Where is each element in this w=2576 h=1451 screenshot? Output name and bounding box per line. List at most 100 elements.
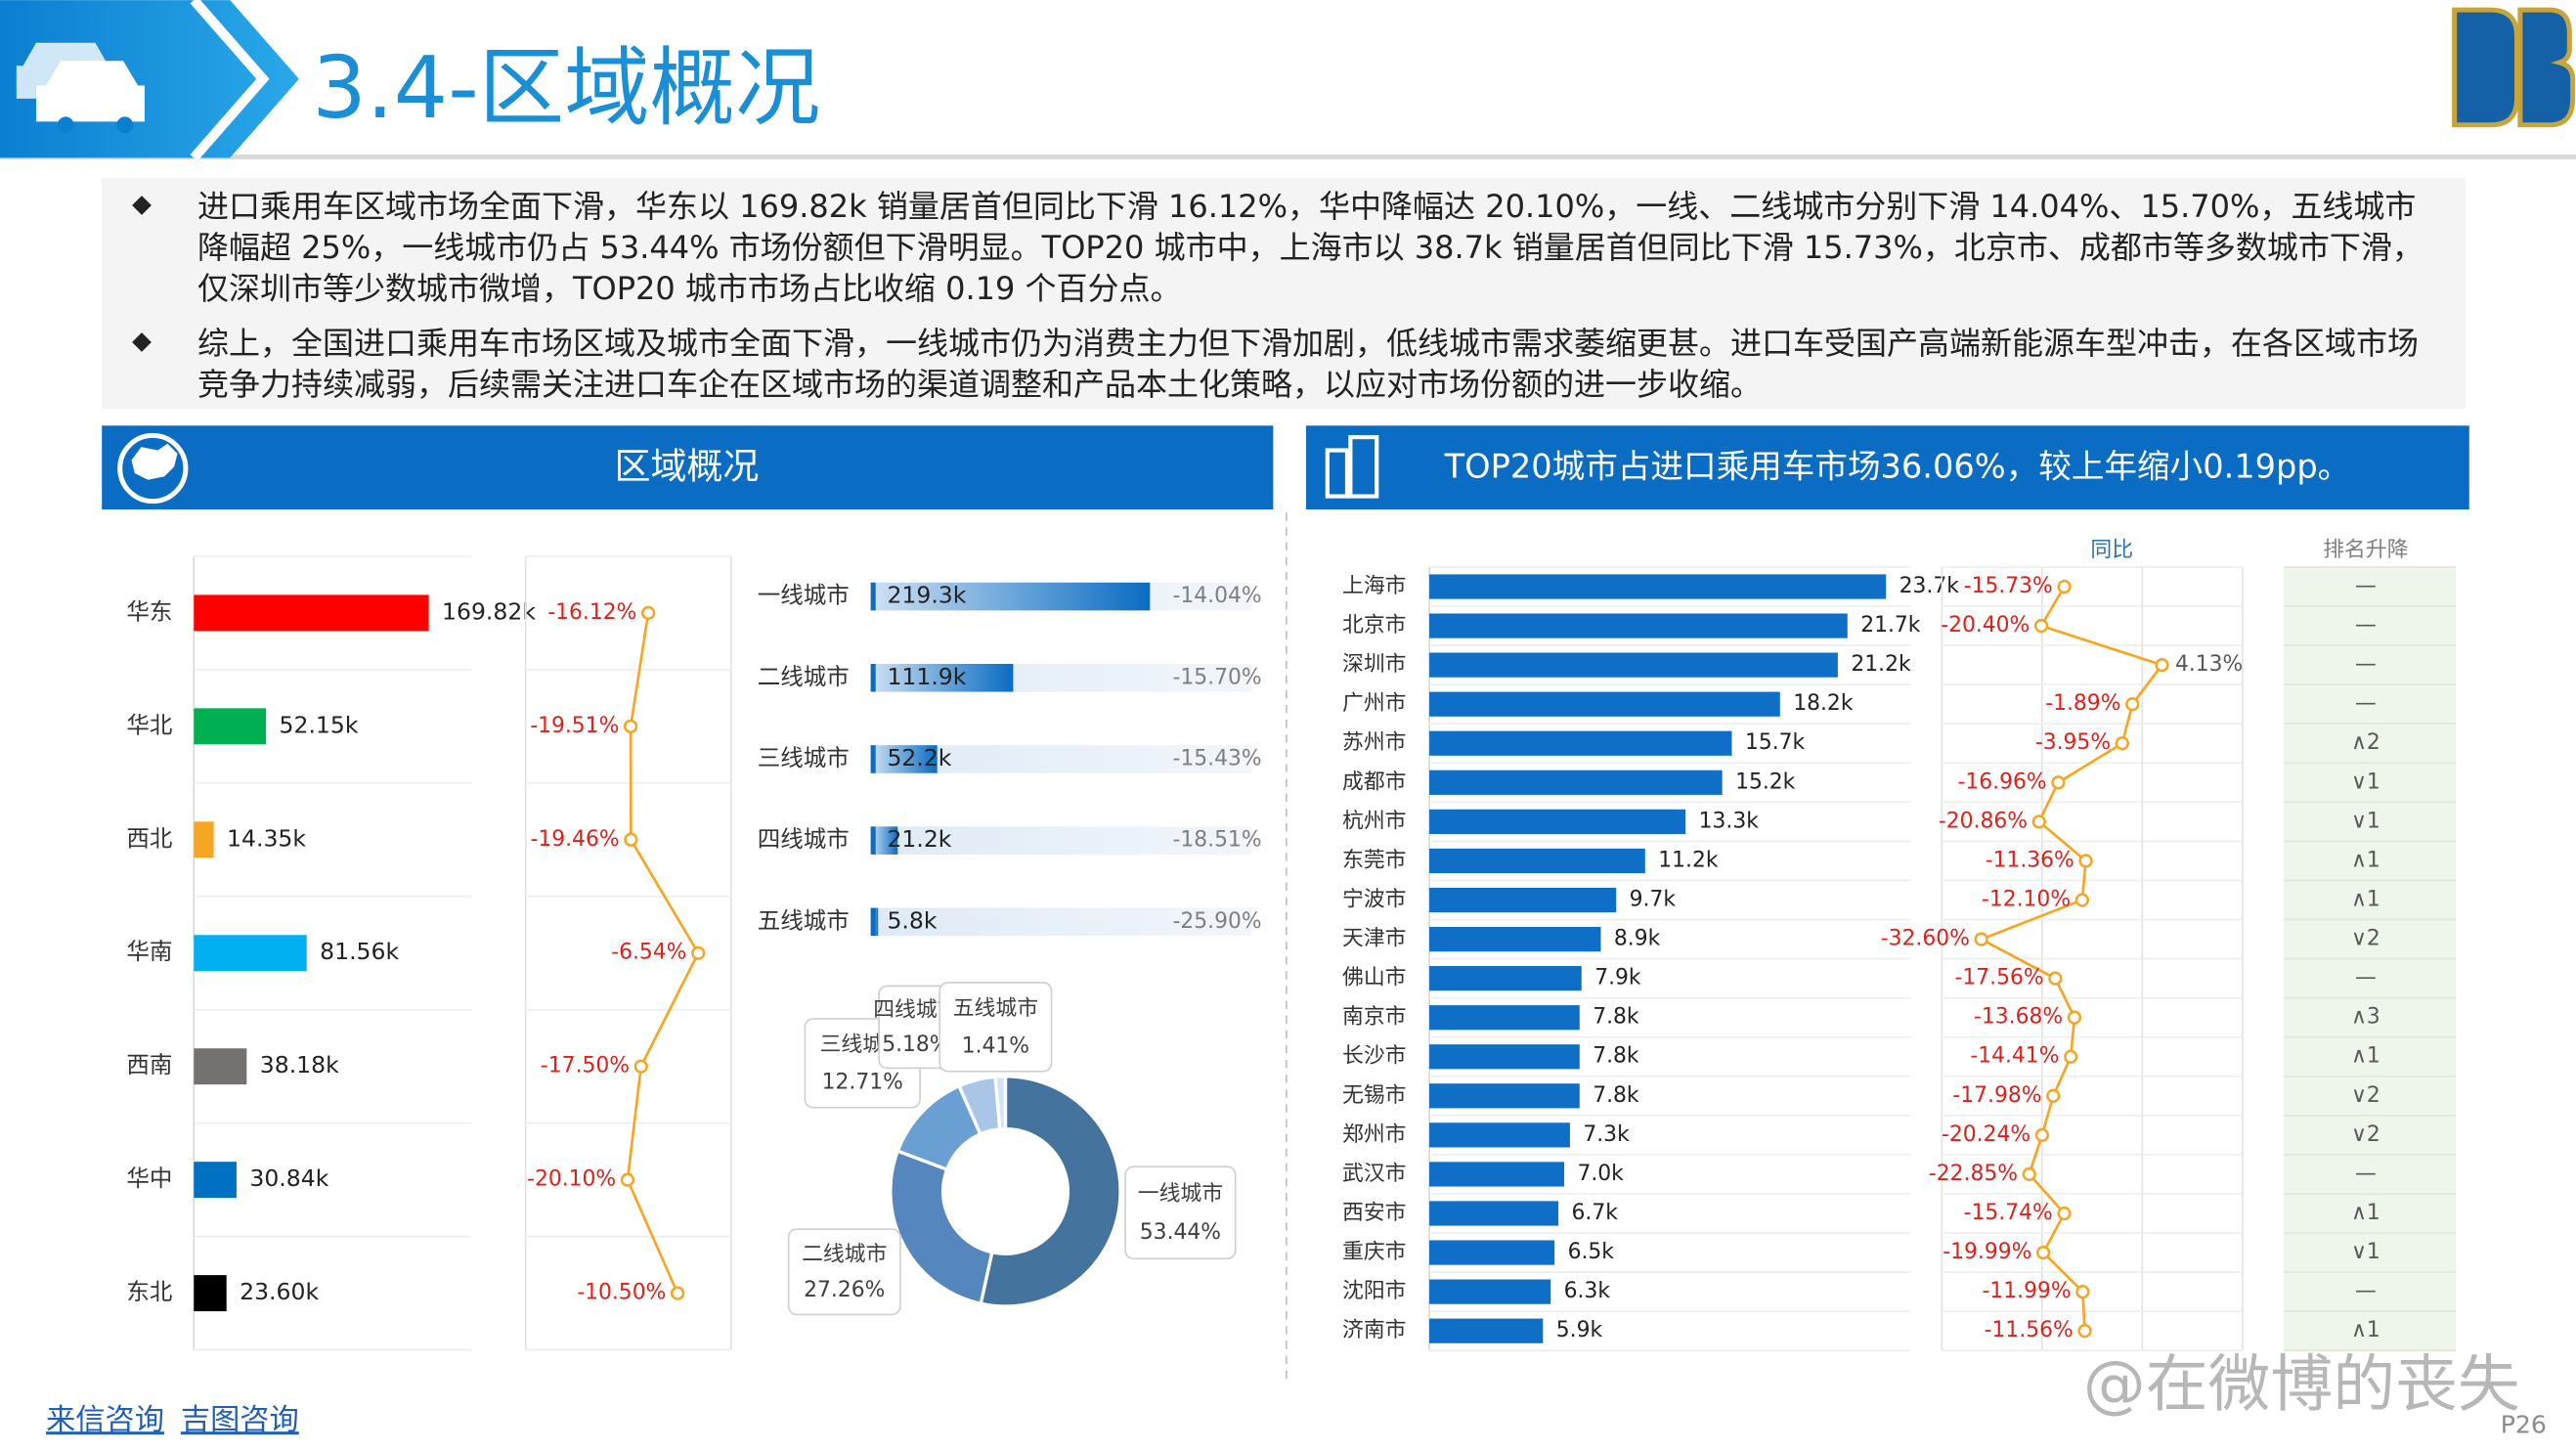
bar <box>194 1162 237 1199</box>
right-panel-header <box>1305 425 2469 510</box>
value-label: 6.5k <box>1568 1240 1615 1264</box>
value-label: -19.99% <box>1943 1240 2031 1264</box>
value-label: -11.99% <box>1983 1279 2072 1303</box>
point <box>2035 1245 2051 1260</box>
category-label: 东莞市 <box>1342 848 1407 872</box>
donut-slice <box>889 1149 994 1306</box>
value-label: 30.84k <box>249 1165 328 1192</box>
bar <box>1429 691 1780 717</box>
bar <box>1429 1240 1555 1265</box>
right-panel-title: TOP20城市占进口乘用车市场36.06%，较上年缩小0.19pp。 <box>1444 448 2351 486</box>
category-label: 四线城市 <box>758 825 850 853</box>
column-title: 同比 <box>2090 538 2133 562</box>
value-label: -11.36% <box>1986 848 2074 872</box>
bar-track <box>870 907 1252 937</box>
page-title: 3.4-区域概况 <box>312 38 820 138</box>
logo <box>2452 7 2576 128</box>
value-label: 15.7k <box>1745 730 1806 755</box>
value-label: 219.3k <box>887 582 966 609</box>
category-label: 华东 <box>126 597 172 625</box>
rank-change: — <box>2355 1279 2377 1303</box>
callout <box>939 982 1053 1073</box>
value-label: 5.8k <box>887 906 937 934</box>
category-label: 天津市 <box>1342 927 1407 951</box>
point <box>2051 775 2066 790</box>
rank-change: ∧1 <box>2351 1318 2380 1342</box>
bar <box>870 582 1151 611</box>
left-panel-header <box>102 425 1274 510</box>
category-label: 武汉市 <box>1342 1162 1407 1186</box>
value-label: 14.35k <box>227 824 306 852</box>
value-label: -14.04% <box>1173 584 1262 608</box>
value-label: -15.43% <box>1173 746 1262 770</box>
bar <box>1429 1201 1559 1226</box>
footer-link[interactable]: 吉图咨询 <box>181 1403 299 1437</box>
value-label: -22.85% <box>1929 1162 2018 1186</box>
point <box>2067 1010 2082 1025</box>
rank-change: ∨2 <box>2351 1083 2380 1108</box>
value-label: 7.9k <box>1594 966 1641 990</box>
category-label: 华北 <box>126 711 172 738</box>
point <box>2057 579 2072 594</box>
value-label: 52.15k <box>280 711 359 738</box>
category-label: 广州市 <box>1342 691 1407 716</box>
bar <box>870 663 1014 692</box>
bar <box>870 745 938 773</box>
value-label: -25.90% <box>1173 909 1262 934</box>
callout-category: 二线城市 <box>802 1242 887 1266</box>
value-label: 13.3k <box>1699 809 1760 833</box>
map-icon <box>117 432 189 505</box>
map-shape <box>131 443 178 480</box>
rank-change: — <box>2355 613 2377 638</box>
bar <box>194 708 267 745</box>
header-rule <box>0 154 2576 160</box>
value-label: 7.3k <box>1583 1122 1630 1147</box>
point <box>641 605 656 621</box>
point <box>691 945 706 960</box>
category-label: 佛山市 <box>1342 966 1407 990</box>
value-label: -11.56% <box>1985 1318 2074 1342</box>
category-label: 济南市 <box>1342 1318 1407 1342</box>
watermark: @在微博的丧失 <box>2083 1349 2520 1422</box>
bar-edge <box>870 745 876 773</box>
point <box>2022 1166 2036 1182</box>
point <box>2075 1284 2090 1299</box>
bar <box>1429 730 1732 756</box>
value-label: 23.7k <box>1899 574 1960 598</box>
footer-link[interactable]: 来信咨询 <box>46 1403 164 1437</box>
category-label: 一线城市 <box>758 582 850 609</box>
rank-change: ∧1 <box>2351 848 2380 872</box>
value-label: -20.10% <box>527 1167 616 1192</box>
point <box>2034 1127 2050 1143</box>
category-label: 北京市 <box>1342 613 1407 638</box>
value-label: 111.9k <box>887 663 966 690</box>
rank-change: — <box>2355 574 2377 598</box>
value-label: -18.51% <box>1173 828 1262 853</box>
callout <box>787 1228 901 1316</box>
category-label: 深圳市 <box>1342 652 1407 677</box>
value-label: 38.18k <box>260 1051 339 1078</box>
bar <box>1429 1005 1580 1031</box>
value-label: -17.50% <box>541 1054 630 1078</box>
bar <box>1429 1122 1570 1148</box>
bar <box>1429 887 1617 913</box>
category-label: 南京市 <box>1342 1005 1407 1030</box>
value-label: -20.86% <box>1939 809 2028 833</box>
point <box>2057 1206 2072 1221</box>
category-label: 重庆市 <box>1342 1240 1407 1264</box>
category-label: 东北 <box>126 1278 172 1305</box>
callout-category: 一线城市 <box>1138 1181 1223 1206</box>
point <box>2064 1049 2078 1064</box>
bar <box>1429 966 1582 991</box>
value-label: -6.54% <box>611 941 686 965</box>
bar <box>194 935 307 972</box>
bar <box>1429 613 1848 638</box>
category-label: 长沙市 <box>1342 1044 1407 1069</box>
value-label: 21.2k <box>887 825 951 853</box>
header-chevron <box>190 0 270 161</box>
category-label: 华南 <box>126 938 172 965</box>
bullet-box: 进口乘用车区域市场全面下滑，华东以 169.82k 销量居首但同比下滑 16.1… <box>102 178 2466 409</box>
point <box>2125 697 2140 712</box>
value-label: 8.9k <box>1614 927 1661 951</box>
category-label: 郑州市 <box>1342 1122 1407 1147</box>
